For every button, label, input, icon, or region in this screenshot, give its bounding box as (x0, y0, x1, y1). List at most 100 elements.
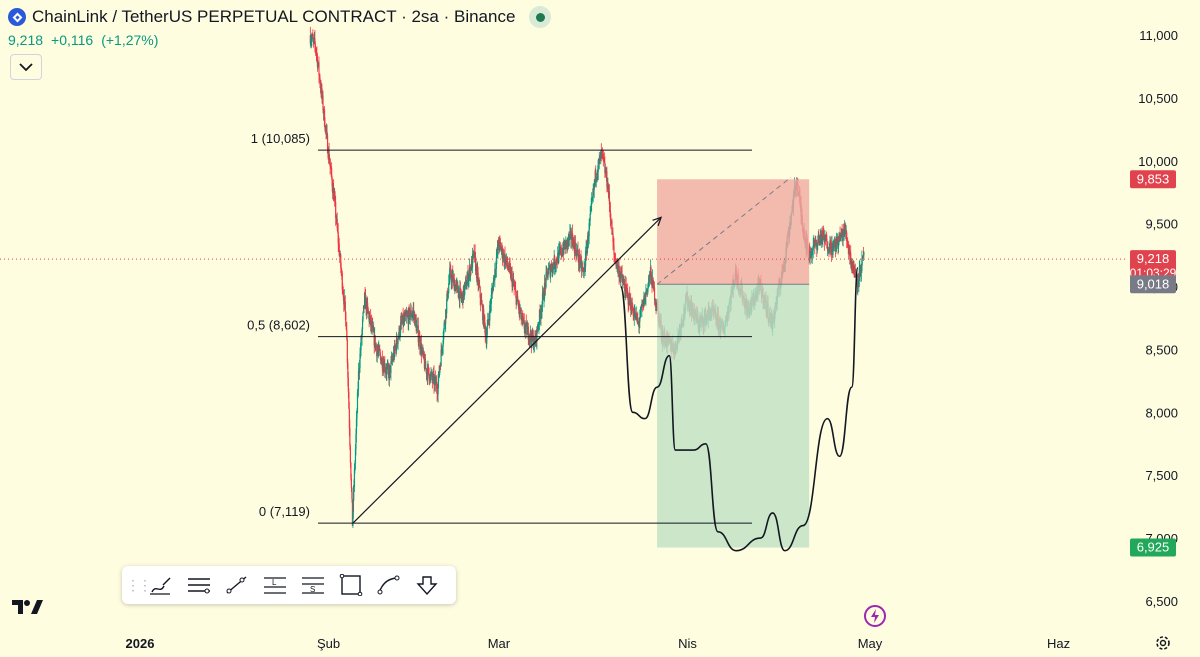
candle-body (601, 149, 603, 152)
candle-body (464, 282, 466, 288)
collapse-legend-button[interactable] (10, 54, 42, 80)
candle-body (550, 270, 552, 277)
svg-text:L: L (272, 578, 277, 587)
position-diagonal (656, 176, 792, 285)
candle-body (399, 322, 402, 334)
candle-body (476, 268, 478, 279)
rectangle-icon[interactable] (332, 566, 370, 604)
drag-handle-icon[interactable]: ⋮⋮ (126, 576, 152, 593)
flash-icon[interactable] (864, 605, 886, 627)
candle-body (639, 317, 641, 323)
candle-body (845, 228, 847, 235)
candle-body (846, 232, 848, 240)
candle-body (836, 236, 838, 242)
candle-body (463, 287, 466, 297)
candle-body (842, 232, 844, 242)
candle-body (860, 270, 862, 273)
candle-body (326, 131, 328, 136)
candle-body (340, 254, 342, 268)
candle-body (620, 271, 623, 274)
candle-body (443, 322, 445, 330)
candle-body (582, 268, 584, 271)
candle-body (429, 373, 432, 382)
candle-body (574, 242, 577, 252)
candle-body (812, 250, 814, 252)
candle-body (490, 304, 492, 305)
tradingview-logo-icon[interactable] (12, 598, 44, 621)
candle-body (851, 261, 853, 266)
trend-line-icon[interactable] (218, 566, 256, 604)
candle-body (346, 330, 348, 340)
candle-body (645, 291, 648, 292)
candle-body (500, 245, 502, 252)
candle-body (481, 303, 483, 307)
candle-body (647, 284, 649, 292)
candle-body (816, 243, 818, 250)
candle-body (595, 177, 597, 180)
candle-body (328, 150, 330, 163)
candle-body (350, 478, 352, 488)
gear-icon[interactable] (1154, 634, 1172, 657)
candle-body (547, 268, 550, 275)
candle-body (537, 328, 539, 330)
horizontal-lines-icon[interactable] (180, 566, 218, 604)
candle-body (347, 362, 349, 378)
arrow-down-icon[interactable] (408, 566, 446, 604)
candle-body (341, 271, 343, 274)
candle-body (380, 361, 382, 364)
candle-body (333, 187, 335, 201)
candle-body (451, 276, 453, 283)
take-profit-zone (657, 284, 810, 548)
long-position-icon[interactable]: L (256, 566, 294, 604)
candle-body (434, 377, 437, 385)
candle-body (829, 240, 831, 251)
candle-body (344, 301, 346, 313)
candle-body (809, 257, 811, 259)
candle-body (615, 260, 617, 267)
candle-body (517, 295, 519, 302)
candle-body (813, 241, 815, 245)
candle-body (524, 326, 526, 331)
candle-body (361, 329, 363, 338)
candle-body (847, 242, 849, 248)
candle-body (533, 336, 536, 346)
candle-body (832, 246, 834, 255)
candle-body (453, 277, 455, 279)
candle-body (652, 280, 655, 289)
candle-body (367, 302, 369, 308)
candle-body (838, 233, 841, 235)
candle-body (814, 239, 816, 247)
candle-body (853, 261, 855, 274)
y-axis-tick-label: 6,500 (1145, 594, 1178, 609)
market-status-icon[interactable] (529, 6, 552, 28)
candle-body (822, 232, 824, 235)
short-position-icon[interactable]: S (294, 566, 332, 604)
candle-body (632, 309, 634, 316)
candle-body (525, 322, 527, 323)
candle-body (592, 188, 594, 197)
candle-body (536, 326, 539, 330)
x-axis-tick-label: Şub (317, 636, 340, 651)
brush-icon[interactable] (142, 566, 180, 604)
candle-body (654, 301, 656, 304)
candle-body (812, 245, 814, 251)
candle-body (650, 267, 652, 275)
candle-body (850, 252, 852, 264)
candle-body (600, 151, 602, 161)
candle-body (334, 195, 336, 198)
candle-body (510, 272, 513, 274)
target-price-label: 6,925 (1137, 540, 1170, 555)
candle-body (315, 50, 318, 53)
candle-body (341, 273, 343, 290)
symbol-title[interactable]: ChainLink / TetherUS PERPETUAL CONTRACT … (32, 7, 516, 26)
candle-body (439, 369, 441, 376)
fib-level-label: 1 (10,085) (251, 131, 310, 146)
candle-body (466, 279, 468, 286)
candle-body (342, 292, 344, 297)
candle-body (589, 220, 591, 224)
candle-body (531, 330, 533, 339)
candle-body (533, 345, 535, 348)
candle-body (509, 265, 511, 268)
curve-icon[interactable] (370, 566, 408, 604)
